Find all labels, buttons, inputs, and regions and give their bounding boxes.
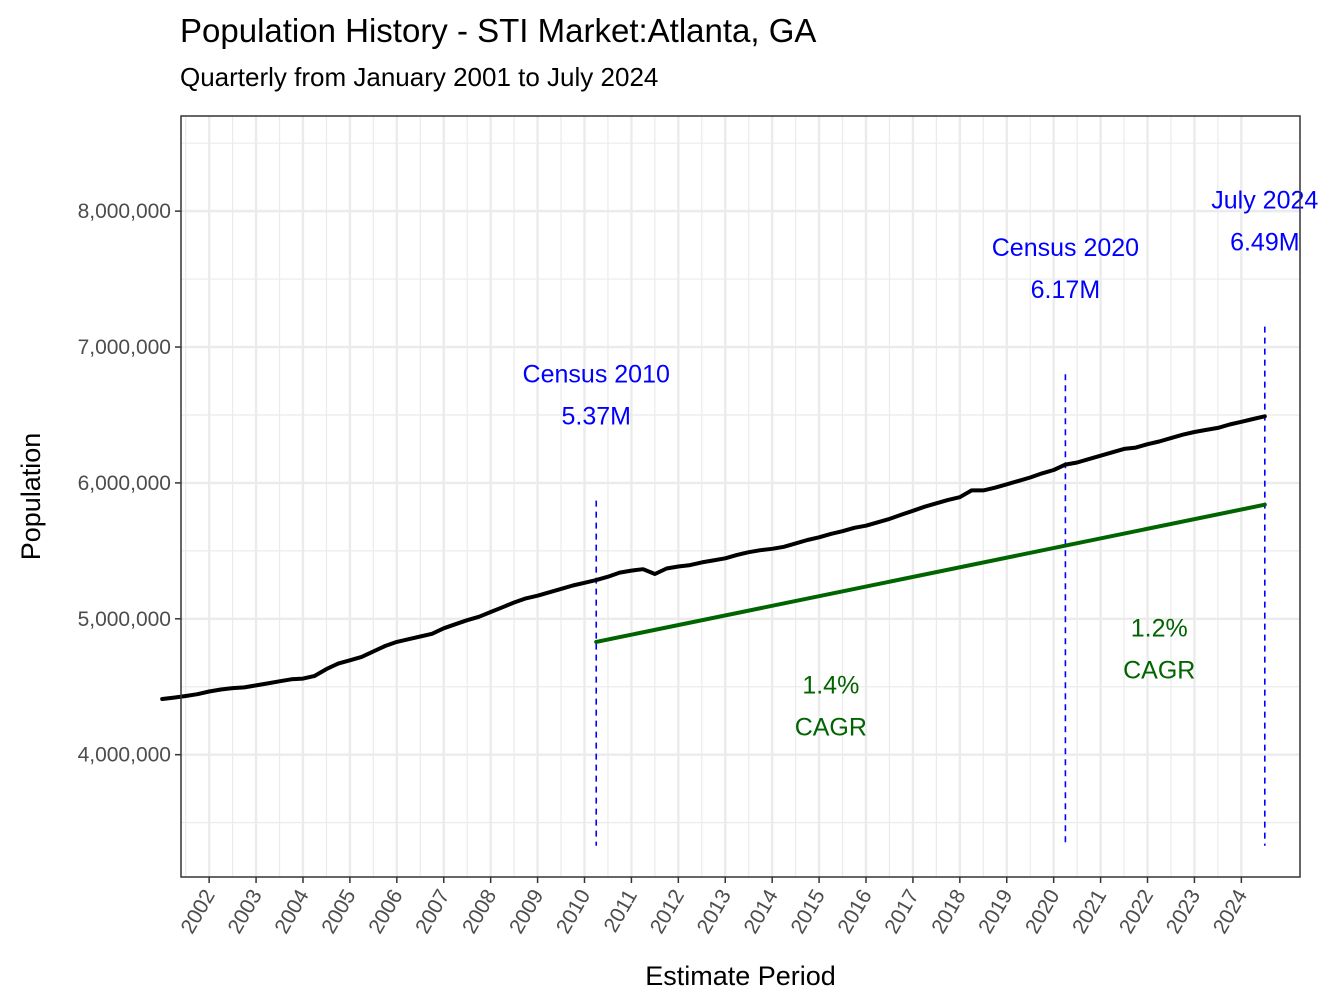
annotations: Census 2010 5.37M Census 2020 6.17M July 202… bbox=[523, 187, 1319, 742]
cagr-annotation-label: CAGR bbox=[1123, 656, 1195, 684]
x-tick-label: 2005 bbox=[317, 886, 360, 938]
x-tick-label: 2017 bbox=[880, 886, 923, 938]
chart-subtitle: Quarterly from January 2001 to July 2024 bbox=[180, 62, 659, 92]
y-axis-title: Population bbox=[16, 433, 46, 561]
census-marker-value: 5.37M bbox=[561, 403, 630, 431]
grid bbox=[181, 116, 1300, 877]
x-tick-label: 2009 bbox=[505, 886, 548, 938]
cagr-annotation-rate: 1.4% bbox=[802, 672, 859, 700]
x-tick-label: 2006 bbox=[364, 886, 407, 938]
chart-title: Population History - STI Market:Atlanta,… bbox=[180, 12, 817, 49]
x-tick-label: 2023 bbox=[1162, 886, 1205, 938]
y-tick-label: 5,000,000 bbox=[78, 608, 171, 631]
census-marker-label: Census 2010 bbox=[523, 361, 670, 389]
x-tick-label: 2007 bbox=[411, 886, 454, 938]
series bbox=[160, 414, 1267, 701]
x-tick-label: 2019 bbox=[974, 886, 1017, 938]
y-tick-label: 7,000,000 bbox=[78, 336, 171, 359]
x-tick-label: 2018 bbox=[927, 886, 970, 938]
census-marker-label: July 2024 bbox=[1211, 187, 1318, 215]
cagr-annotation-label: CAGR bbox=[795, 714, 867, 742]
x-tick-label: 2004 bbox=[270, 885, 313, 937]
x-tick-label: 2016 bbox=[833, 886, 876, 938]
x-tick-label: 2013 bbox=[693, 886, 736, 938]
x-tick-label: 2021 bbox=[1068, 886, 1111, 938]
y-tick-label: 6,000,000 bbox=[78, 472, 171, 495]
census-markers bbox=[595, 326, 1266, 846]
x-tick-label: 2012 bbox=[646, 886, 689, 938]
x-axis-title: Estimate Period bbox=[645, 961, 836, 991]
y-tick-label: 4,000,000 bbox=[78, 744, 171, 767]
census-marker-value: 6.49M bbox=[1230, 229, 1299, 257]
cagr-annotation-rate: 1.2% bbox=[1131, 614, 1188, 642]
x-tick-label: 2008 bbox=[458, 886, 501, 938]
x-tick-label: 2011 bbox=[600, 886, 643, 937]
census-marker-label: Census 2020 bbox=[992, 234, 1139, 262]
population-line bbox=[160, 414, 1267, 701]
y-tick-label: 8,000,000 bbox=[78, 200, 171, 223]
x-tick-label: 2010 bbox=[552, 886, 595, 938]
x-tick-label: 2024 bbox=[1209, 885, 1252, 937]
cagr-trend-line bbox=[594, 502, 1267, 644]
x-tick-label: 2020 bbox=[1021, 886, 1064, 938]
census-marker-value: 6.17M bbox=[1031, 276, 1100, 304]
x-tick-label: 2003 bbox=[223, 886, 266, 938]
x-tick-label: 2015 bbox=[787, 886, 830, 938]
plot-panel-border bbox=[180, 115, 1301, 878]
x-tick-label: 2014 bbox=[740, 885, 783, 937]
x-tick-label: 2002 bbox=[177, 886, 220, 938]
x-tick-label: 2022 bbox=[1115, 886, 1158, 938]
